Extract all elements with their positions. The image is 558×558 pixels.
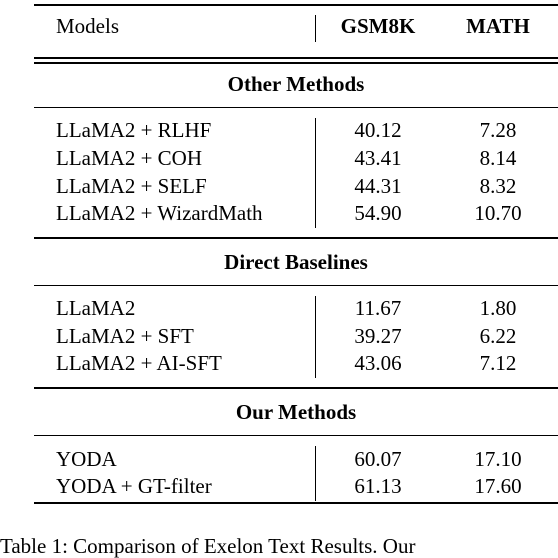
table-row-model: LLaMA2 + WizardMath	[56, 201, 263, 225]
section-rule	[34, 435, 558, 436]
table-row-math: 17.10	[474, 447, 522, 471]
header-models: Models	[56, 14, 119, 38]
table-row-math: 10.70	[474, 201, 522, 225]
table-row-gsm8k: 54.90	[354, 201, 402, 225]
table-row-model: YODA + GT-filter	[56, 474, 212, 498]
table-row-model: LLaMA2	[56, 296, 136, 320]
table-row-gsm8k: 44.31	[354, 174, 402, 198]
header-math: MATH	[466, 14, 530, 38]
header-double-rule-1	[34, 57, 558, 59]
table-row-math: 7.28	[479, 118, 517, 142]
column-divider	[315, 15, 316, 42]
column-divider	[315, 296, 316, 378]
table-caption: Table 1: Comparison of Exelon Text Resul…	[0, 534, 416, 558]
table-row-gsm8k: 11.67	[354, 296, 402, 320]
table-row-math: 17.60	[474, 474, 522, 498]
table-row-model: LLaMA2 + RLHF	[56, 118, 212, 142]
table-row-gsm8k: 40.12	[354, 118, 402, 142]
section-title-other-methods: Other Methods	[227, 72, 365, 96]
table-row-model: LLaMA2 + AI-SFT	[56, 351, 222, 375]
section-end-rule	[34, 237, 558, 239]
table-row-model: LLaMA2 + SFT	[56, 324, 194, 348]
table-row-gsm8k: 43.06	[354, 351, 402, 375]
bottom-rule	[34, 502, 558, 504]
section-end-rule	[34, 387, 558, 389]
section-rule	[34, 285, 558, 286]
table-row-gsm8k: 60.07	[354, 447, 402, 471]
table-row-math: 7.12	[479, 351, 517, 375]
column-divider	[315, 118, 316, 228]
table-row-math: 6.22	[479, 324, 517, 348]
table-row-model: LLaMA2 + COH	[56, 146, 202, 170]
table-row-model: YODA	[56, 447, 117, 471]
table-row-math: 8.14	[479, 146, 517, 170]
table-row-gsm8k: 39.27	[354, 324, 402, 348]
section-rule	[34, 107, 558, 108]
table-row-math: 1.80	[479, 296, 517, 320]
column-divider	[315, 446, 316, 501]
section-title-our-methods: Our Methods	[235, 400, 357, 424]
table-row-gsm8k: 43.41	[354, 146, 402, 170]
section-title-direct-baselines: Direct Baselines	[224, 250, 368, 274]
header-double-rule-2	[34, 62, 558, 64]
table-row-math: 8.32	[479, 174, 517, 198]
top-rule	[34, 4, 558, 6]
header-gsm8k: GSM8K	[340, 14, 416, 38]
table-row-model: LLaMA2 + SELF	[56, 174, 207, 198]
table-row-gsm8k: 61.13	[354, 474, 402, 498]
